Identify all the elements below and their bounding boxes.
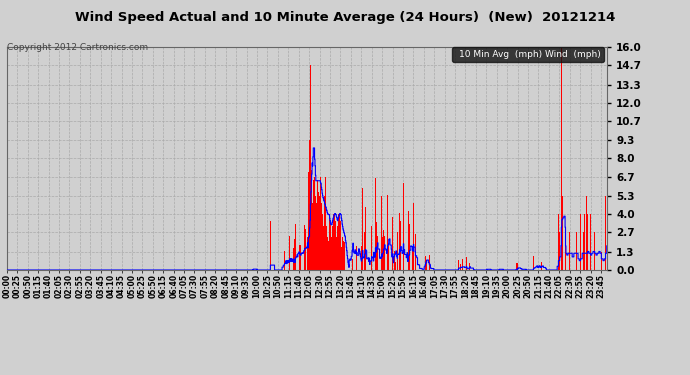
Legend: 10 Min Avg  (mph), Wind  (mph): 10 Min Avg (mph), Wind (mph) (452, 47, 604, 62)
Text: Copyright 2012 Cartronics.com: Copyright 2012 Cartronics.com (7, 43, 148, 52)
Text: Wind Speed Actual and 10 Minute Average (24 Hours)  (New)  20121214: Wind Speed Actual and 10 Minute Average … (75, 11, 615, 24)
